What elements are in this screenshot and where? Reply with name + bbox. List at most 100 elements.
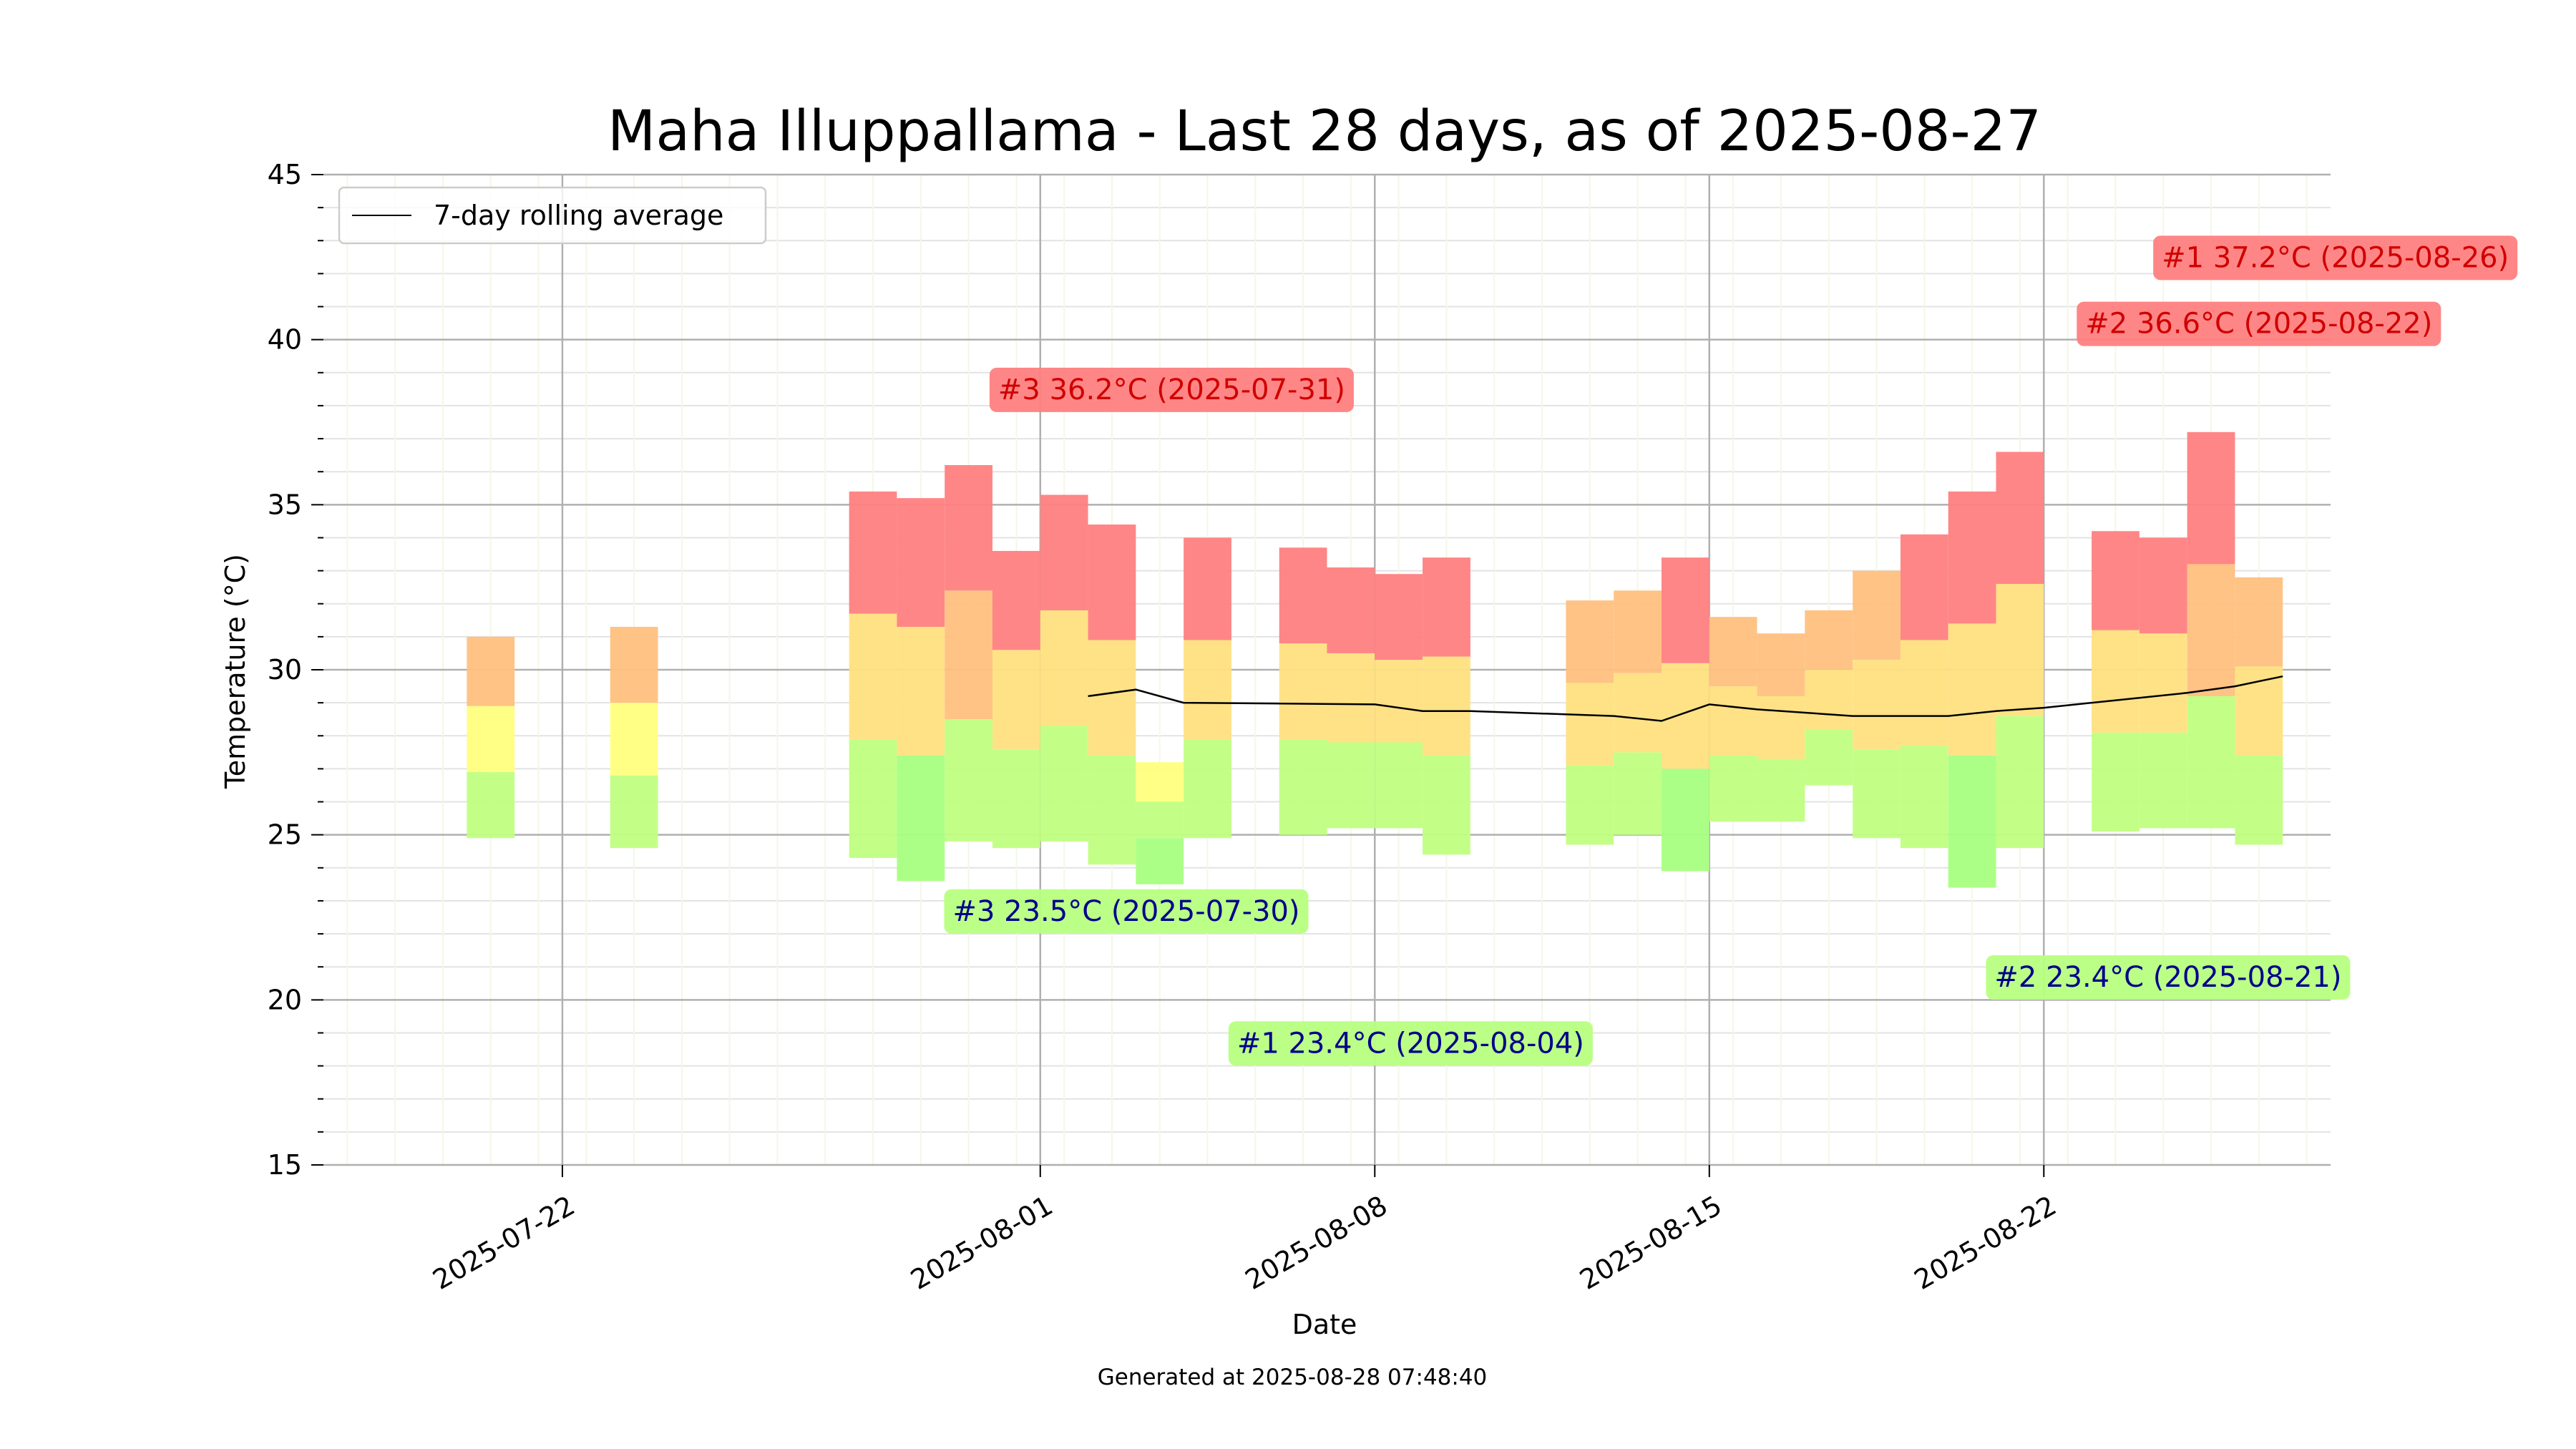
extreme-annotations: #1 37.2°C (2025-08-26) #2 36.6°C (2025-08… xyxy=(944,235,2518,1066)
annotation-label: #3 23.5°C (2025-07-30) xyxy=(952,895,1299,928)
bar-segment-low xyxy=(945,719,992,841)
bar-segment-hot xyxy=(992,550,1040,650)
day-bar xyxy=(1996,452,2044,849)
rolling-average-line xyxy=(1088,675,2283,722)
day-bar xyxy=(1709,617,1757,822)
legend-entry-rolling-average: 7-day rolling average xyxy=(434,200,723,231)
bar-segment-low xyxy=(1900,746,1948,849)
day-bar xyxy=(1088,525,1136,865)
bar-segment-lower xyxy=(897,755,945,882)
day-bar xyxy=(849,491,897,858)
bar-segment-lower xyxy=(1948,755,1996,888)
bar-segment-warm xyxy=(1853,570,1901,660)
bar-segment-low xyxy=(1040,726,1088,841)
bar-segment-mild xyxy=(1709,686,1757,756)
bar-segment-warm xyxy=(467,636,515,706)
footer-generated-at: Generated at 2025-08-28 07:48:40 xyxy=(1098,1365,1488,1390)
day-bar xyxy=(2235,577,2283,845)
y-tick-label: 40 xyxy=(268,324,302,356)
bar-segment-mild xyxy=(1040,610,1088,726)
annotation-min: #1 23.4°C (2025-08-04) xyxy=(1228,1021,1593,1066)
annotation-label: #2 36.6°C (2025-08-22) xyxy=(2085,308,2432,341)
bar-segment-low xyxy=(992,748,1040,849)
bar-segment-mild xyxy=(1805,670,1853,730)
bar-segment-cool xyxy=(610,703,658,776)
y-tick-label: 15 xyxy=(268,1149,302,1181)
bar-segment-mild xyxy=(1279,643,1327,739)
bar-segment-mild xyxy=(1853,660,1901,749)
bar-segment-mild xyxy=(2139,633,2187,733)
bar-segment-low xyxy=(1327,742,1375,829)
bar-segment-low xyxy=(2139,732,2187,829)
x-tick-label: 2025-08-08 xyxy=(1240,1189,1392,1296)
bar-segment-hot xyxy=(1279,547,1327,644)
bar-segment-low xyxy=(1853,748,1901,839)
bar-segment-hot xyxy=(1184,537,1231,640)
annotation-box xyxy=(944,889,1309,934)
bar-segment-low xyxy=(1375,742,1423,829)
bar-segment-hot xyxy=(1662,557,1709,663)
day-bar xyxy=(897,498,945,882)
day-bar xyxy=(2092,531,2140,832)
y-tick-label: 35 xyxy=(268,489,302,520)
x-tick-label: 2025-08-15 xyxy=(1574,1189,1727,1296)
bar-segment-hot xyxy=(897,498,945,628)
bar-segment-hot xyxy=(1040,494,1088,610)
annotation-min: #3 23.5°C (2025-07-30) xyxy=(944,889,1309,934)
day-bar xyxy=(1279,547,1327,835)
y-tick-label: 20 xyxy=(268,984,302,1015)
bar-segment-warm xyxy=(1757,633,1805,696)
bar-segment-warm xyxy=(1709,617,1757,687)
day-bar xyxy=(1327,567,1375,829)
bar-segment-hot xyxy=(1327,567,1375,653)
bar-segment-low xyxy=(1184,738,1231,839)
bar-segment-hot xyxy=(2139,537,2187,634)
y-tick-label: 25 xyxy=(268,819,302,851)
bar-segment-warm xyxy=(610,627,658,703)
bar-segment-low xyxy=(1996,716,2044,849)
annotation-box xyxy=(989,367,1354,412)
day-bar xyxy=(992,550,1040,849)
bar-segment-hot xyxy=(1423,557,1470,657)
annotation-box xyxy=(1986,955,2351,1000)
x-axis-ticks: 2025-07-22 2025-08-01 2025-08-08 2025-08-15… xyxy=(427,1165,2062,1296)
bar-segment-mild xyxy=(1662,663,1709,769)
bar-segment-mild xyxy=(1757,696,1805,759)
day-bar xyxy=(1853,570,1901,839)
day-bar xyxy=(945,464,992,841)
bar-segment-cool xyxy=(1136,762,1184,802)
bar-segment-mild xyxy=(1327,653,1375,743)
y-tick-label: 30 xyxy=(268,654,302,686)
bar-segment-lower xyxy=(1136,838,1184,884)
bar-segment-low xyxy=(1614,752,1662,835)
annotation-label: #3 36.2°C (2025-07-31) xyxy=(998,374,1345,406)
day-bar xyxy=(1900,534,1948,849)
annotation-max: #3 36.2°C (2025-07-31) xyxy=(989,367,1354,412)
bar-segment-lower xyxy=(1662,769,1709,872)
bar-segment-low xyxy=(2235,755,2283,845)
x-tick-label: 2025-07-22 xyxy=(427,1189,580,1296)
annotation-label: #1 23.4°C (2025-08-04) xyxy=(1237,1027,1584,1060)
bar-segment-low xyxy=(610,775,658,849)
day-bar xyxy=(1614,590,1662,835)
bar-segment-mild xyxy=(2092,630,2140,733)
day-bar xyxy=(1375,574,1423,829)
bar-segment-warm xyxy=(2187,564,2235,696)
bar-segment-warm xyxy=(945,590,992,720)
bar-segment-mild xyxy=(1614,673,1662,753)
bar-segment-low xyxy=(1566,765,1614,845)
bar-segment-low xyxy=(1709,755,1757,822)
day-bar xyxy=(1662,557,1709,872)
bar-segment-low xyxy=(2187,696,2235,829)
bar-segment-mild xyxy=(1996,584,2044,716)
annotation-min: #2 23.4°C (2025-08-21) xyxy=(1986,955,2351,1000)
day-bar xyxy=(1566,600,1614,845)
legend: 7-day rolling average xyxy=(338,186,767,245)
bar-segment-warm xyxy=(2235,577,2283,667)
y-axis-ticks: 15 20 25 30 35 40 45 xyxy=(268,159,323,1181)
bar-segment-low xyxy=(849,738,897,858)
bar-segment-low xyxy=(1757,758,1805,822)
day-bar xyxy=(1805,610,1853,786)
day-bar xyxy=(1184,537,1231,839)
y-axis-label: Temperature (°C) xyxy=(220,554,251,789)
